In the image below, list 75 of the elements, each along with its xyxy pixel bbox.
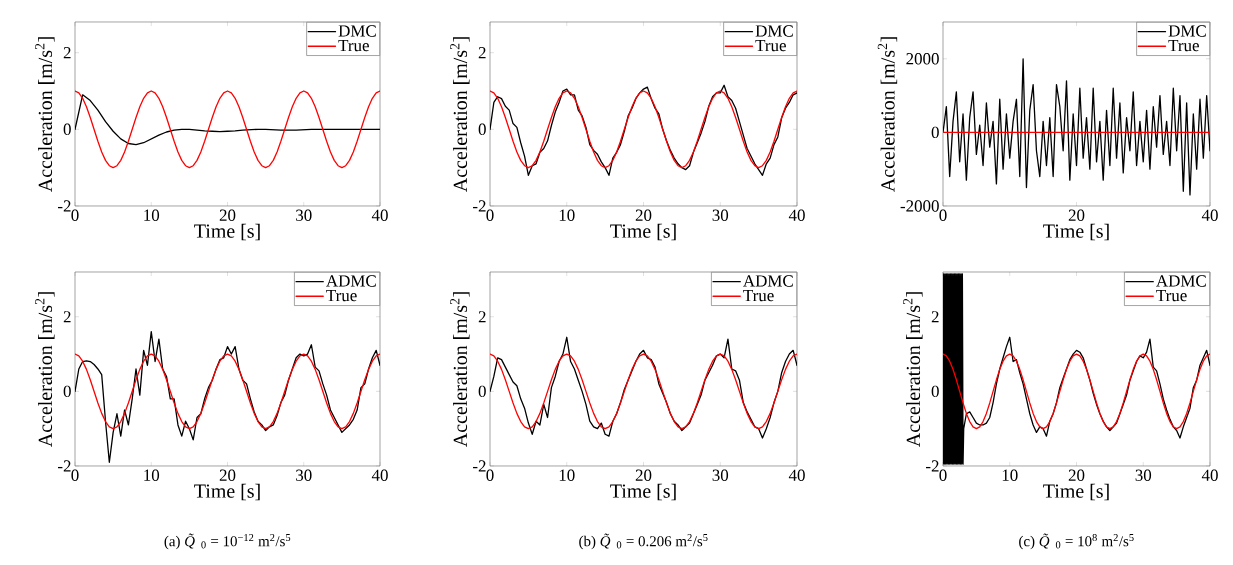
legend-label: DMC: [755, 25, 793, 37]
y-tick-label: 2: [478, 311, 486, 323]
x-tick-label: 40: [1201, 469, 1218, 481]
y-tick-label: -2: [926, 460, 939, 472]
legend-label: True: [1168, 39, 1199, 52]
y-tick-label: -2: [473, 460, 486, 472]
legend-label: True: [1156, 289, 1187, 302]
legend-label: True: [326, 289, 357, 302]
legend-label: ADMC: [1156, 275, 1206, 287]
x-axis-title: Time [s]: [610, 483, 676, 501]
x-tick-label: 30: [1135, 469, 1152, 481]
text: (a) Q̃$_{0}$ = 10$^{−12}$ m$^{2}$/s$^{5}$: [164, 533, 291, 550]
x-tick-label: 10: [144, 469, 160, 481]
y-axis-title: Acceleration [m/s$^{2}$]: [450, 292, 470, 447]
x-tick-label: 0: [486, 469, 494, 481]
x-tick-label: 10: [1002, 469, 1018, 481]
x-tick-label: 40: [788, 209, 805, 221]
line-series: [943, 58, 1211, 196]
x-tick-label: 40: [1201, 209, 1218, 221]
y-tick-label: -2: [473, 200, 486, 212]
y-tick-label: 2: [931, 311, 939, 323]
y-tick-label: 2000: [906, 53, 939, 65]
y-tick-label: 2: [63, 47, 71, 59]
legend-label: True: [338, 39, 369, 52]
y-tick-label: -2000: [900, 200, 939, 212]
x-tick-label: 20: [219, 469, 236, 481]
legend-label: True: [743, 289, 774, 302]
x-tick-label: 20: [1068, 469, 1085, 481]
x-tick-label: 0: [71, 209, 79, 221]
y-axis-title: Acceleration [m/s$^{2}$]: [877, 37, 898, 192]
line-series: [490, 353, 798, 430]
y-axis-title: Acceleration [m/s$^{2}$]: [450, 37, 470, 192]
y-tick-label: -2: [58, 460, 71, 472]
y-tick-label: 2: [478, 47, 486, 59]
x-tick-label: 40: [788, 469, 805, 481]
y-tick-label: 0: [63, 385, 71, 398]
x-tick-label: 0: [71, 469, 79, 481]
legend-label: ADMC: [326, 275, 376, 287]
x-tick-label: 30: [712, 469, 729, 481]
x-tick-label: 10: [559, 209, 575, 221]
x-tick-label: 10: [559, 469, 575, 481]
x-axis-title: Time [s]: [1043, 223, 1109, 241]
x-tick-label: 0: [486, 209, 494, 221]
y-tick-label: 0: [931, 385, 939, 398]
x-axis-title: Time [s]: [610, 223, 676, 241]
y-tick-label: 0: [931, 126, 939, 139]
text: (b) Q̃$_{0}$ = 0.206 m$^{2}$/s$^{5}$: [579, 533, 708, 550]
x-tick-label: 30: [296, 209, 312, 221]
x-tick-label: 30: [296, 469, 312, 481]
x-axis-title: Time [s]: [1043, 483, 1109, 501]
x-tick-label: 40: [371, 469, 388, 481]
x-tick-label: 20: [1068, 209, 1085, 221]
x-axis-title: Time [s]: [194, 223, 260, 241]
x-axis-title: Time [s]: [194, 483, 260, 501]
legend-label: DMC: [1168, 25, 1206, 37]
y-tick-label: 2: [63, 311, 71, 323]
y-axis-title: Acceleration [m/s$^{2}$]: [35, 37, 55, 192]
x-tick-label: 20: [635, 469, 652, 481]
x-tick-label: 20: [219, 209, 236, 221]
legend-label: True: [755, 39, 786, 52]
x-tick-label: 10: [144, 209, 160, 221]
x-tick-label: 40: [371, 209, 388, 221]
y-tick-label: 0: [63, 123, 71, 136]
y-axis-title: Acceleration [m/s$^{2}$]: [903, 292, 923, 447]
x-tick-label: 0: [939, 469, 947, 481]
x-tick-label: 30: [712, 209, 729, 221]
x-tick-label: 0: [939, 209, 947, 221]
y-tick-label: -2: [58, 200, 71, 212]
y-tick-label: 0: [478, 123, 486, 136]
legend-label: DMC: [338, 25, 376, 37]
legend-label: ADMC: [743, 275, 793, 287]
y-tick-label: 0: [478, 385, 486, 398]
y-axis-title: Acceleration [m/s$^{2}$]: [35, 292, 55, 447]
text: (c) Q̃$_{0}$ = 10$^{8}$ m$^{2}$/s$^{5}$: [1019, 533, 1134, 550]
x-tick-label: 20: [635, 209, 652, 221]
